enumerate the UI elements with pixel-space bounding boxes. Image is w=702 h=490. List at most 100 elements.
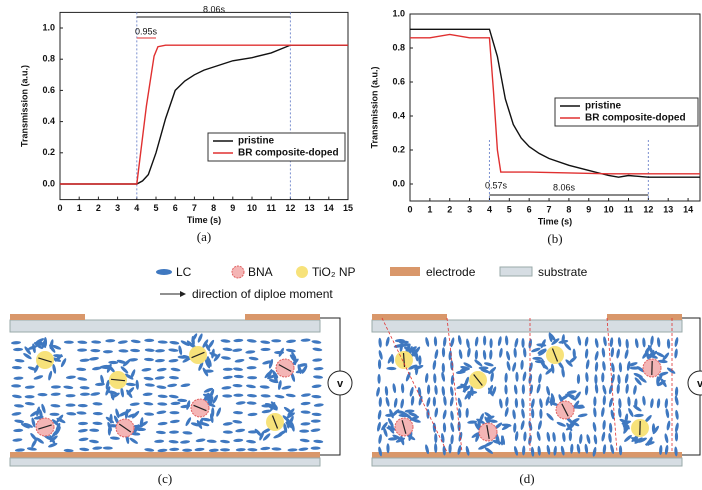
lc-molecule <box>24 346 32 355</box>
lc-molecule <box>182 448 193 452</box>
lc-molecule <box>474 359 483 367</box>
lc-molecule <box>24 395 35 399</box>
lc-molecule <box>143 401 154 406</box>
lc-molecule <box>404 409 415 413</box>
lc-molecule <box>124 373 134 380</box>
lc-molecule <box>248 356 259 361</box>
field-line <box>446 317 463 453</box>
lc-molecule <box>269 404 278 411</box>
lc-molecule <box>105 379 110 390</box>
lc-molecule <box>432 396 436 407</box>
lc-molecule <box>608 397 613 408</box>
lc-molecule <box>474 336 479 347</box>
lc-molecule <box>584 385 589 396</box>
lc-molecule <box>300 338 311 342</box>
lc-molecule <box>313 375 324 379</box>
lc-molecule <box>656 376 660 387</box>
lc-molecule <box>235 401 246 405</box>
lc-molecule <box>20 423 30 429</box>
lc-molecule <box>141 368 152 372</box>
lc-molecule <box>491 386 497 396</box>
x-tick-label: 11 <box>266 203 276 213</box>
lc-molecule <box>202 339 209 349</box>
x-tick-label: 4 <box>134 203 139 213</box>
lc-molecule <box>387 425 395 434</box>
lc-molecule <box>506 350 511 361</box>
lc-molecule <box>108 360 119 365</box>
lc-molecule <box>310 419 321 423</box>
x-tick-label: 4 <box>487 204 492 214</box>
lc-molecule <box>377 373 381 384</box>
lc-molecule <box>209 352 219 358</box>
lc-molecule <box>197 333 203 343</box>
lc-molecule <box>521 398 525 409</box>
y-tick-label: 0.0 <box>392 178 405 188</box>
lc-molecule <box>118 349 129 353</box>
caption: (a) <box>197 229 211 244</box>
lc-molecule <box>109 413 113 424</box>
lc-molecule <box>483 335 487 346</box>
lc-molecule <box>550 393 556 403</box>
lc-molecule <box>143 376 154 381</box>
lc-molecule <box>259 385 270 389</box>
lc-molecule <box>186 340 195 348</box>
lc-molecule <box>11 394 22 399</box>
x-tick-label: 2 <box>447 204 452 214</box>
lc-molecule <box>246 384 256 389</box>
lc-molecule <box>271 339 282 343</box>
lc-molecule <box>484 412 493 419</box>
lc-molecule <box>376 386 380 397</box>
lc-molecule <box>156 410 167 415</box>
lc-molecule <box>154 376 165 380</box>
x-tick-label: 2 <box>96 203 101 213</box>
lc-molecule <box>178 345 183 356</box>
lc-molecule <box>216 407 222 417</box>
lc-molecule <box>450 422 455 433</box>
lc-molecule <box>127 413 138 418</box>
x-tick-label: 13 <box>663 204 673 214</box>
electrode <box>372 314 447 320</box>
lc-molecule <box>30 432 38 441</box>
lc-molecule <box>168 440 179 444</box>
lc-molecule <box>504 372 508 383</box>
lc-molecule <box>182 354 192 360</box>
lc-molecule <box>34 342 43 349</box>
lc-molecule <box>610 347 615 358</box>
x-tick-label: 10 <box>247 203 257 213</box>
lc-molecule <box>633 384 637 395</box>
lc-molecule <box>609 337 614 348</box>
lc-molecule <box>602 444 607 455</box>
dipole-arrow <box>473 374 483 386</box>
wire <box>320 395 341 456</box>
lc-molecule <box>546 444 551 455</box>
lc-molecule <box>418 355 422 366</box>
lc-molecule <box>426 384 431 395</box>
lc-molecule <box>26 447 37 451</box>
lc-molecule <box>601 431 606 442</box>
lc-molecule <box>63 385 74 390</box>
lc-molecule <box>403 346 414 353</box>
lc-molecule <box>51 419 60 427</box>
lc-molecule <box>92 421 103 426</box>
lc-molecule <box>666 367 676 374</box>
lc-molecule <box>247 376 258 380</box>
lc-molecule <box>409 416 420 421</box>
lc-molecule <box>313 403 324 407</box>
legend-text: substrate <box>538 265 588 279</box>
lc-molecule <box>313 439 324 444</box>
lc-molecule <box>513 422 517 433</box>
lc-molecule <box>271 447 282 451</box>
lc-molecule <box>209 413 214 424</box>
lc-molecule <box>385 396 390 407</box>
lc-molecule <box>13 347 24 352</box>
lc-molecule <box>450 374 455 385</box>
lc-molecule <box>434 443 438 454</box>
lc-molecule <box>638 376 647 383</box>
substrate <box>9 319 321 333</box>
lc-molecule <box>657 337 661 348</box>
lc-molecule <box>312 358 323 362</box>
lc-molecule <box>624 373 629 384</box>
lc-molecule <box>60 358 67 368</box>
lc-molecule <box>483 362 494 367</box>
lc-molecule <box>618 445 623 456</box>
